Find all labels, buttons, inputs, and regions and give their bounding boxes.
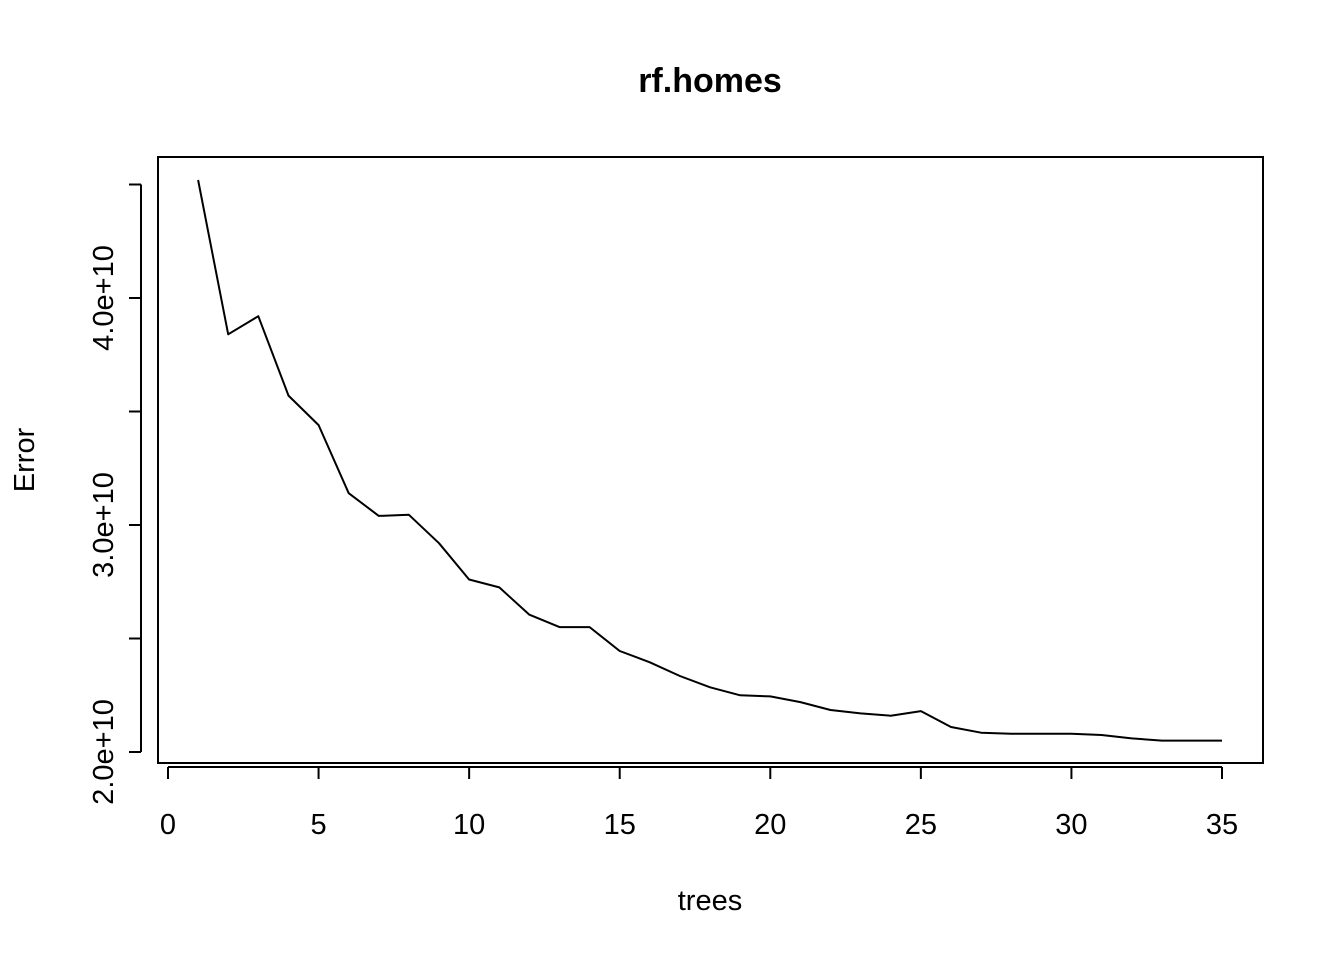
x-tick-label: 5 [311, 809, 327, 841]
x-tick-label: 35 [1206, 809, 1238, 841]
x-tick-label: 10 [453, 809, 485, 841]
x-tick-label: 15 [604, 809, 636, 841]
series-line [197, 179, 1222, 742]
series-group [197, 179, 1222, 742]
x-tick-label: 30 [1055, 809, 1087, 841]
x-tick-label: 0 [160, 809, 176, 841]
x-tick-label: 20 [754, 809, 786, 841]
x-axis: 0 5 10 15 20 25 30 35 [160, 766, 1238, 841]
y-axis-label: Error [9, 427, 41, 492]
x-axis-label: trees [678, 885, 742, 917]
plot-frame [157, 156, 1264, 764]
x-tick-label: 25 [905, 809, 937, 841]
y-tick-label: 2.0e+10 [88, 699, 120, 805]
y-axis: 2.0e+10 3.0e+10 4.0e+10 [88, 183, 142, 805]
y-tick-label: 4.0e+10 [88, 245, 120, 351]
chart-title: rf.homes [638, 62, 782, 100]
y-tick-label: 3.0e+10 [88, 472, 120, 578]
